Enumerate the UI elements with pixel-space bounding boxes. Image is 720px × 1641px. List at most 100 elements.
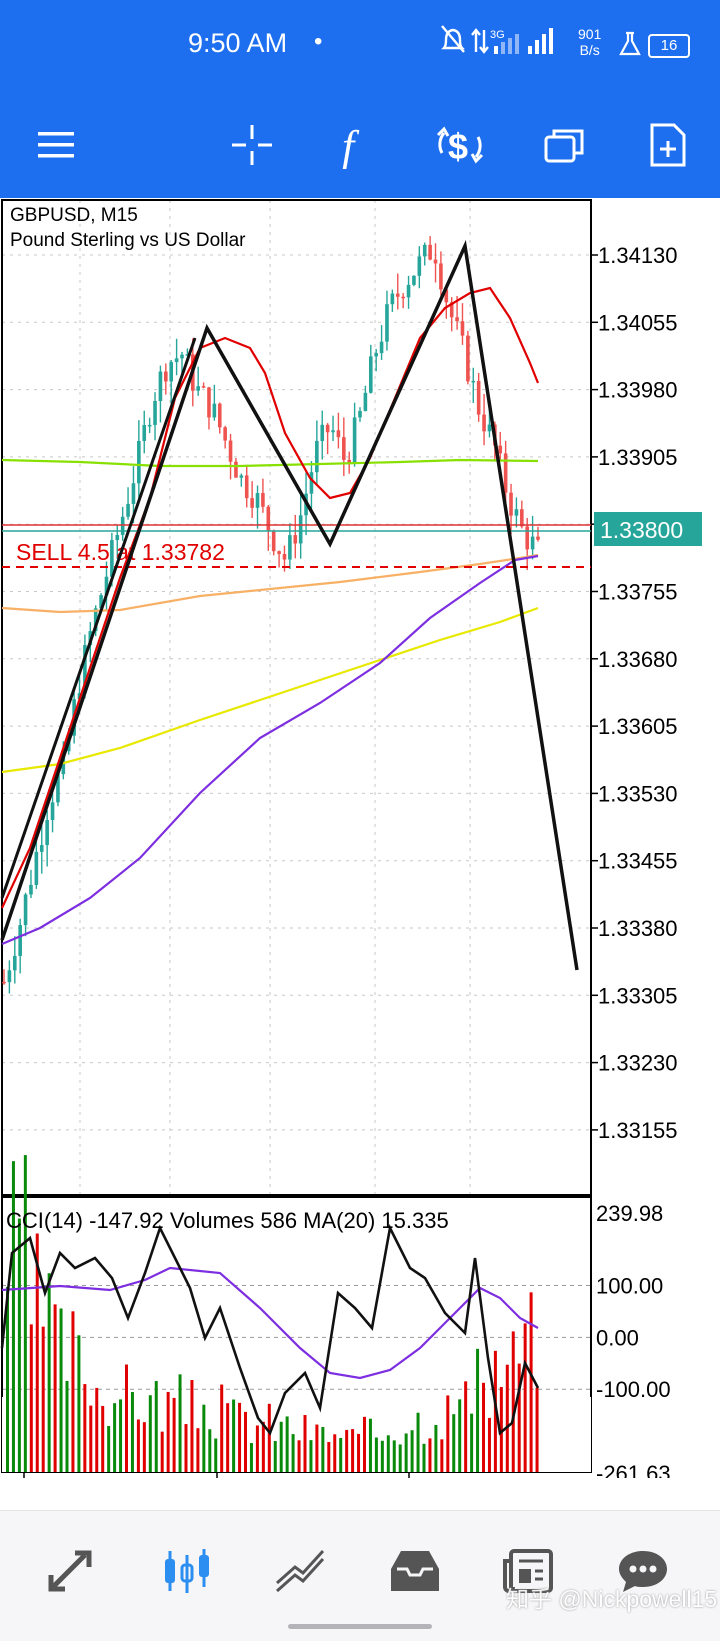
candle-body <box>99 595 103 609</box>
volume-bar <box>77 1335 81 1472</box>
candle-body <box>29 884 33 895</box>
network-speed-value: 901 <box>578 26 602 42</box>
candle-body <box>455 317 459 322</box>
candle-body <box>315 440 319 473</box>
nav-news[interactable] <box>489 1541 569 1601</box>
candle-body <box>56 774 60 803</box>
candle-body <box>374 353 378 357</box>
zigzag-line <box>0 337 197 899</box>
volume-bar <box>232 1399 236 1472</box>
volume-bar <box>279 1421 283 1472</box>
candle-body <box>158 371 163 401</box>
candle-body <box>83 645 87 694</box>
candle-body <box>244 475 249 499</box>
status-time: 9:50 AM <box>188 28 288 58</box>
trade-dollar-icon: $ <box>436 126 484 167</box>
price-tick-label: 1.33380 <box>598 916 678 941</box>
candle-body <box>379 341 384 354</box>
nav-quotes[interactable] <box>33 1541 113 1601</box>
candles <box>2 236 540 994</box>
volume-bar <box>351 1429 355 1472</box>
windows-button[interactable] <box>526 92 602 198</box>
home-indicator[interactable] <box>288 1624 432 1629</box>
windows-icon <box>544 129 584 163</box>
candle-body <box>23 894 28 926</box>
candle-body <box>12 955 17 971</box>
candle-body <box>520 509 524 527</box>
volume-bar <box>71 1311 75 1472</box>
trade-button[interactable]: $ <box>422 92 498 198</box>
volume-bar <box>190 1380 194 1472</box>
nav-history[interactable] <box>375 1541 455 1601</box>
candle-body <box>385 304 389 342</box>
svg-text:$: $ <box>448 126 468 167</box>
volume-bar <box>297 1440 301 1472</box>
candle-body <box>147 424 152 427</box>
network-speed: 901 B/s <box>578 26 601 58</box>
candle-body <box>153 400 157 425</box>
candle-body <box>137 440 141 484</box>
crosshair-button[interactable] <box>214 92 290 198</box>
candle-body <box>180 354 184 359</box>
cci-lines <box>0 1223 540 1436</box>
volume-bar <box>41 1326 45 1472</box>
volume-bar <box>172 1397 176 1472</box>
volume-bar <box>464 1381 468 1472</box>
nav-messages[interactable] <box>603 1541 683 1601</box>
quotes-icon <box>48 1550 92 1592</box>
candle-body <box>217 403 222 428</box>
trade-icon <box>276 1549 325 1593</box>
volume-bar <box>511 1331 515 1472</box>
candle-body <box>120 516 125 535</box>
candle-body <box>395 293 400 297</box>
volume-bar <box>368 1418 372 1472</box>
new-order-button[interactable] <box>630 92 706 198</box>
volume-bar <box>315 1424 319 1472</box>
volume-bar <box>23 1155 27 1472</box>
price-tick-label: 1.33305 <box>598 983 678 1008</box>
volume-bar <box>428 1438 432 1472</box>
candle-body <box>223 427 227 441</box>
candle-body <box>250 498 254 508</box>
candle-body <box>228 440 233 462</box>
data-arrows-icon <box>471 28 489 54</box>
indicator-bottom-bg <box>2 1397 591 1472</box>
candle-body <box>39 845 44 852</box>
volume-bar <box>178 1374 182 1472</box>
volume-bar <box>327 1441 331 1472</box>
candle-body <box>336 430 341 438</box>
volume-bar <box>505 1364 509 1472</box>
price-tick-label: 1.33230 <box>598 1051 678 1076</box>
price-chart[interactable]: SELL 4.5 at 1.33782 1.341301.340551.3398… <box>0 198 720 1478</box>
candle-body <box>298 515 303 544</box>
zigzag-pattern-lines[interactable] <box>0 239 579 971</box>
main-chart-frame <box>1 199 592 1196</box>
volume-bar <box>261 1421 265 1472</box>
new-document-icon <box>650 123 686 167</box>
candle-body <box>34 851 39 885</box>
volume-bar <box>136 1419 140 1472</box>
network-speed-unit: B/s <box>579 42 600 58</box>
candle-body <box>482 414 486 432</box>
volume-bar <box>125 1364 128 1472</box>
nav-trade[interactable] <box>261 1541 341 1601</box>
notification-off-icon <box>441 25 465 53</box>
volume-bar <box>357 1433 361 1472</box>
volume-bar <box>249 1443 253 1472</box>
volume-bar <box>487 1417 491 1472</box>
indicators-button[interactable]: f <box>318 92 394 198</box>
menu-button[interactable] <box>18 92 94 198</box>
volume-bar <box>273 1440 277 1472</box>
candle-body <box>261 493 265 507</box>
volume-bar <box>148 1395 152 1472</box>
volume-bar <box>392 1440 396 1472</box>
volume-bar <box>166 1391 170 1472</box>
candle-body <box>530 536 535 550</box>
volume-bar <box>59 1308 63 1472</box>
candle-body <box>309 472 314 494</box>
nav-chart[interactable] <box>147 1541 227 1601</box>
candle-body <box>433 259 438 264</box>
candle-body <box>239 475 244 478</box>
volume-bar <box>440 1439 444 1472</box>
candle-body <box>352 417 357 464</box>
